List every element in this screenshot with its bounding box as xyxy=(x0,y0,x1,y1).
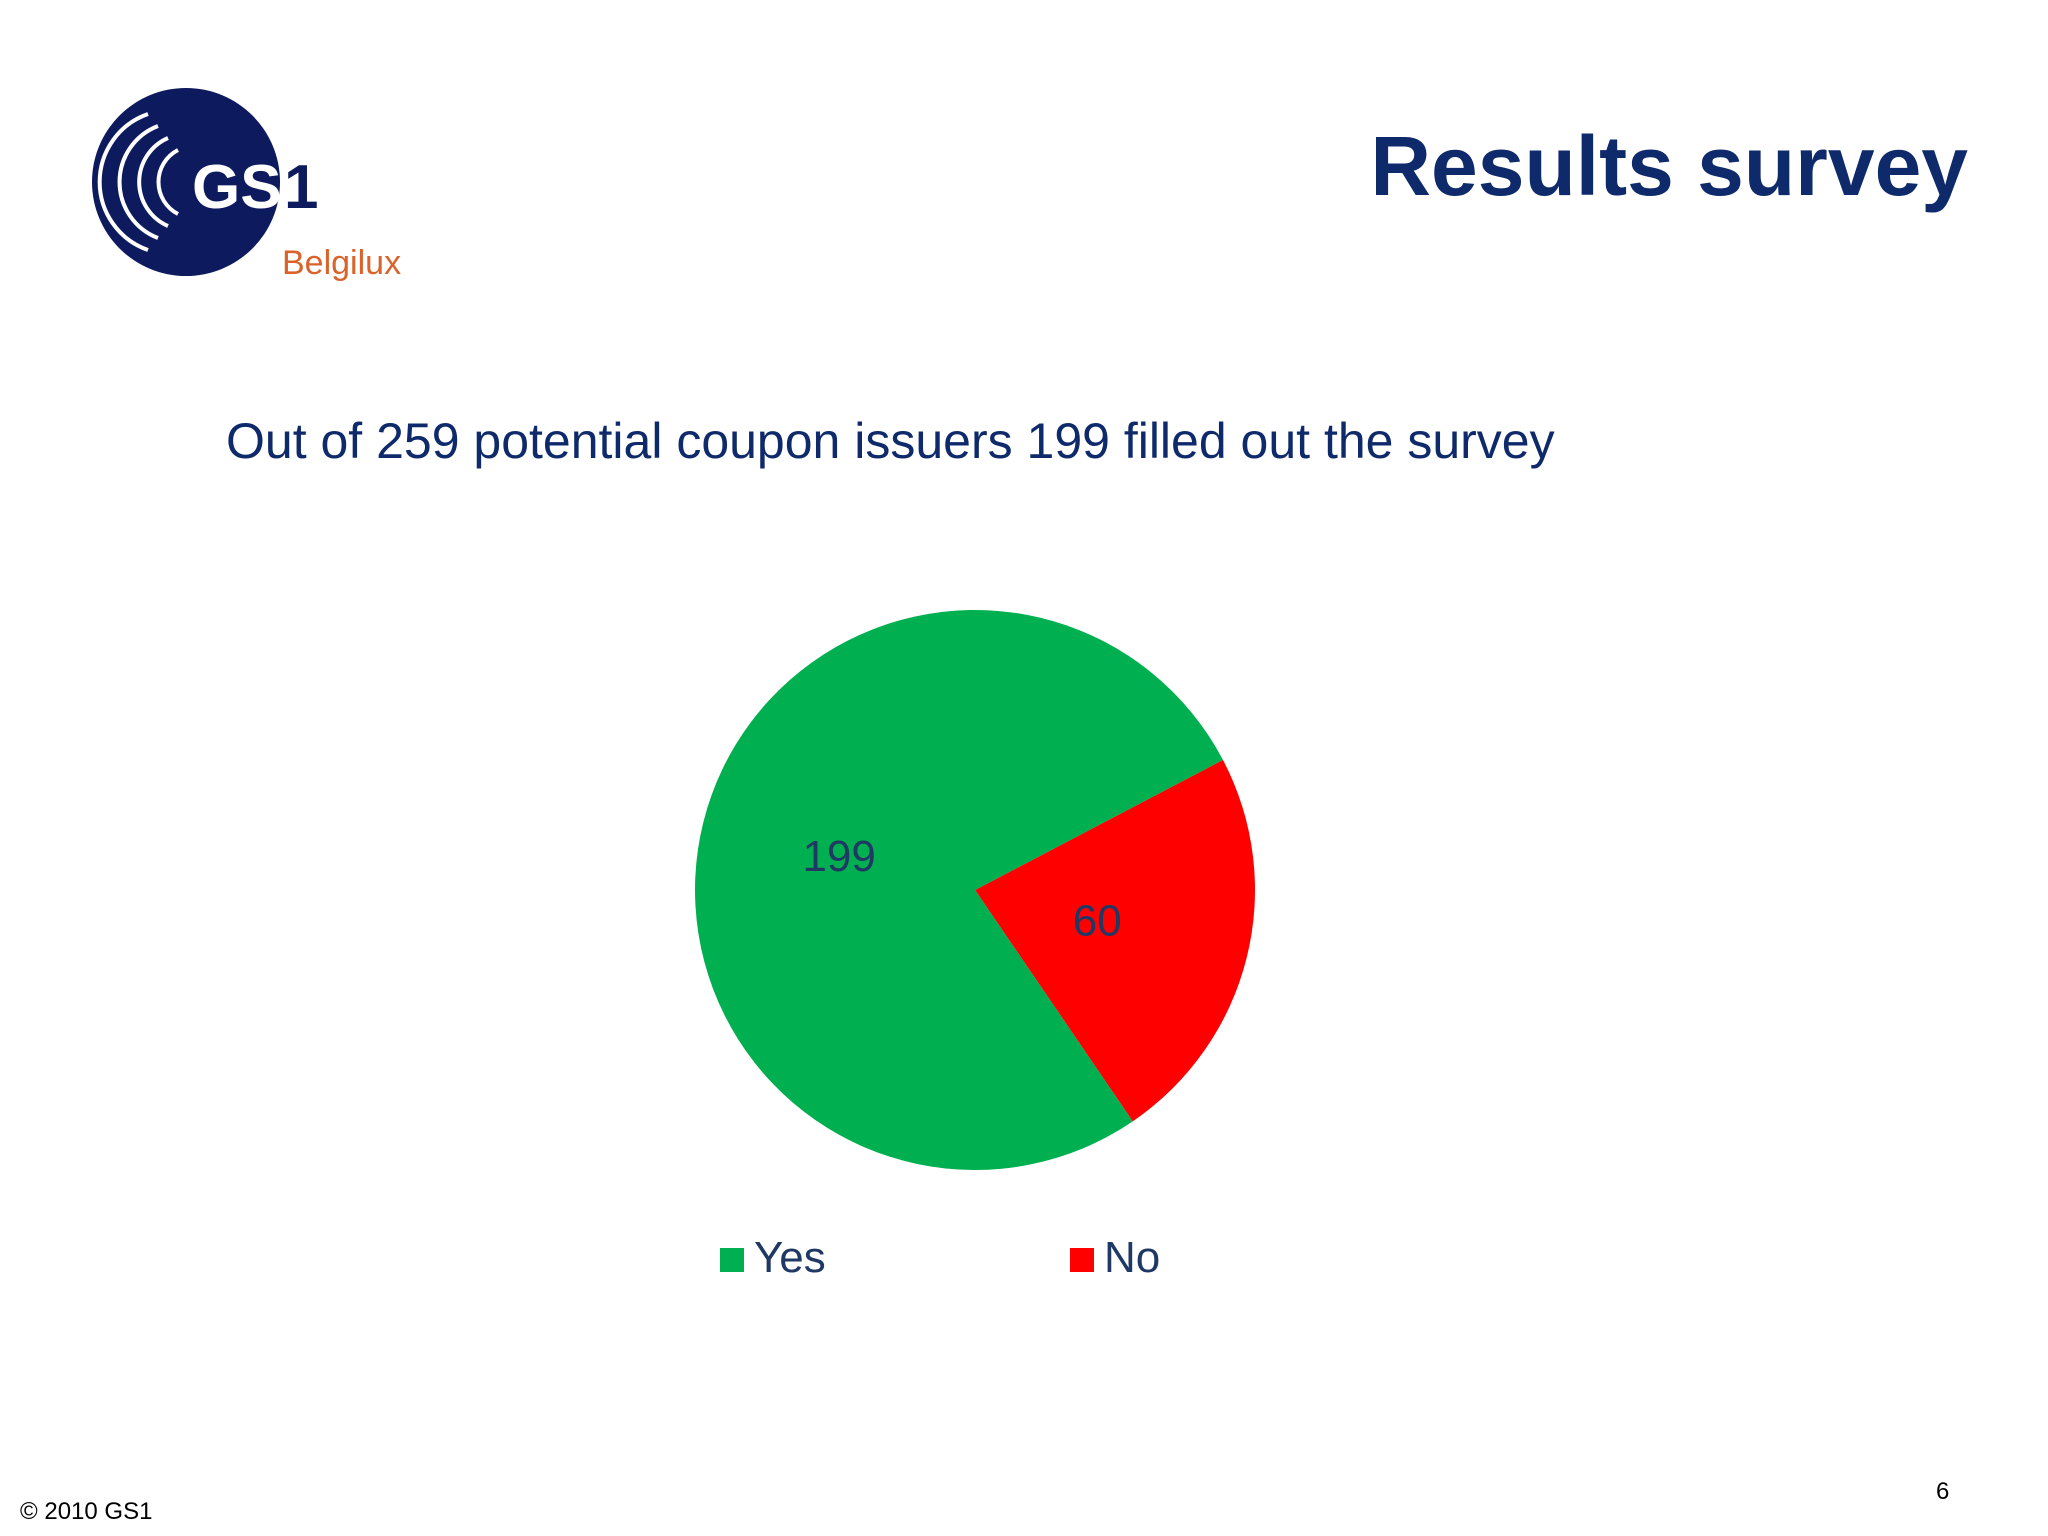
slide-subtitle: Out of 259 potential coupon issuers 199 … xyxy=(226,413,1555,469)
gs1-belgilux-logo: GS 1 Belgilux xyxy=(88,84,428,294)
slide-title: Results survey xyxy=(1370,119,1968,213)
pie-chart-svg: 60 199 Yes No xyxy=(695,610,1255,1282)
pie-slice-yes xyxy=(695,610,1223,1170)
pie-chart: 60 199 Yes No xyxy=(640,580,1340,1340)
data-label-no: 60 xyxy=(1073,897,1122,946)
svg-text:GS: GS xyxy=(192,153,282,222)
legend-label-no: No xyxy=(1104,1233,1160,1282)
legend-swatch-no xyxy=(1070,1248,1094,1272)
legend-swatch-yes xyxy=(720,1248,744,1272)
copyright-text: © 2010 GS1 xyxy=(20,1498,153,1525)
pie-slice-no xyxy=(975,759,1255,1122)
svg-text:1: 1 xyxy=(284,153,318,222)
page-number: 6 xyxy=(1936,1478,1950,1505)
gs1-logo-graphic: GS 1 Belgilux xyxy=(92,88,401,282)
svg-text:Belgilux: Belgilux xyxy=(282,244,401,282)
data-label-yes: 199 xyxy=(802,832,875,881)
legend-label-yes: Yes xyxy=(754,1233,826,1282)
